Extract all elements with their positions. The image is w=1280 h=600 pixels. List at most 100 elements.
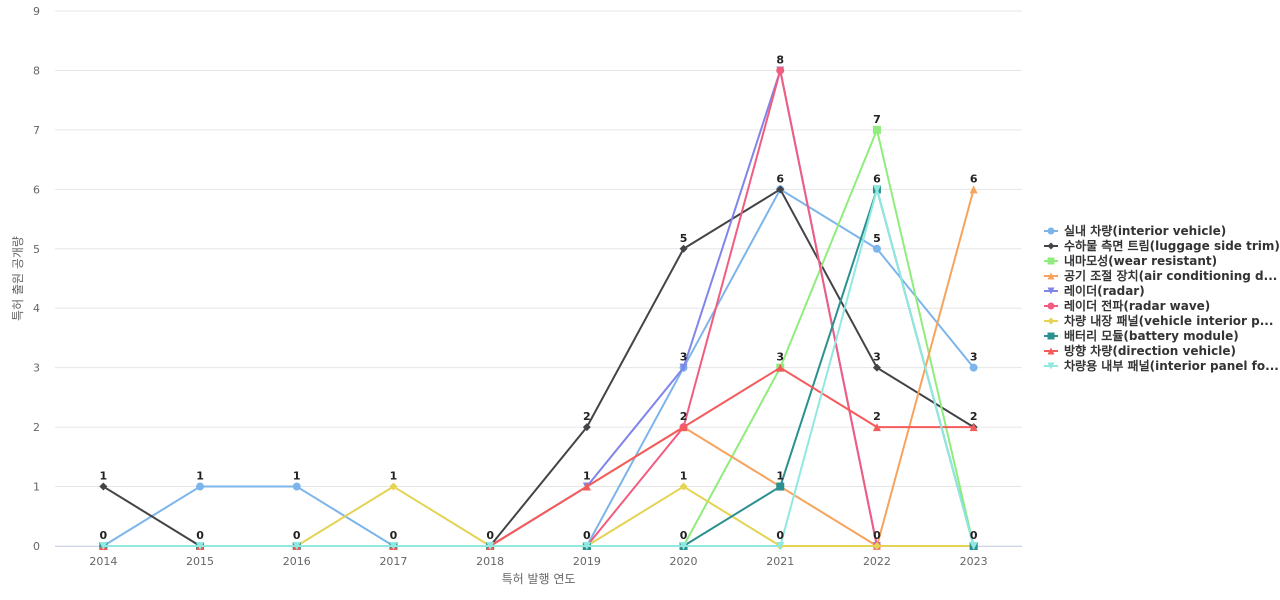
data-label: 1 [583, 470, 591, 483]
data-point[interactable] [679, 244, 688, 253]
data-point[interactable] [969, 363, 978, 372]
legend: 실내 차량(interior vehicle)수하물 측면 트림(luggage… [1044, 223, 1280, 373]
y-tick-label: 6 [33, 183, 40, 196]
series-layer [99, 66, 978, 550]
legend-label: 배터리 모듈(battery module) [1064, 328, 1239, 343]
legend-item[interactable]: 차량용 내부 패널(interior panel fo... [1044, 358, 1279, 373]
data-label: 0 [776, 529, 784, 542]
data-point[interactable] [196, 482, 205, 491]
x-tick-label: 2019 [573, 555, 601, 568]
legend-item[interactable]: 레이더 전파(radar wave) [1044, 298, 1210, 313]
legend-label: 차량용 내부 패널(interior panel fo... [1064, 358, 1279, 373]
legend-item[interactable]: 실내 차량(interior vehicle) [1044, 223, 1226, 238]
data-label: 0 [293, 529, 301, 542]
y-tick-label: 4 [33, 302, 40, 315]
legend-item[interactable]: 공기 조절 장치(air conditioning d... [1044, 268, 1277, 283]
legend-marker[interactable] [1047, 362, 1055, 370]
data-label: 6 [776, 172, 784, 185]
data-point[interactable] [969, 185, 978, 194]
legend-marker[interactable] [1047, 227, 1055, 235]
data-label: 0 [100, 529, 108, 542]
x-tick-label: 2023 [960, 555, 988, 568]
legend-item[interactable]: 레이더(radar) [1044, 283, 1145, 298]
y-tick-label: 3 [33, 362, 40, 375]
data-label: 7 [873, 113, 881, 126]
data-point[interactable] [872, 423, 881, 432]
data-point[interactable] [99, 542, 108, 550]
data-label: 0 [390, 529, 398, 542]
legend-label: 방향 차량(direction vehicle) [1064, 343, 1236, 358]
data-label: 0 [196, 529, 204, 542]
series-10 [99, 185, 978, 550]
legend-label: 레이더 전파(radar wave) [1064, 298, 1210, 313]
data-point[interactable] [292, 542, 301, 550]
data-label: 2 [583, 410, 591, 423]
data-label: 5 [680, 232, 688, 245]
data-point[interactable] [872, 125, 881, 134]
legend-marker[interactable] [1047, 242, 1055, 250]
data-point[interactable] [969, 423, 978, 432]
data-point[interactable] [389, 542, 398, 550]
data-point[interactable] [679, 423, 688, 432]
legend-item[interactable]: 배터리 모듈(battery module) [1044, 328, 1239, 343]
data-point[interactable] [486, 542, 495, 550]
y-tick-label: 1 [33, 481, 40, 494]
data-point[interactable] [99, 482, 108, 491]
series-line [102, 366, 975, 547]
data-label: 3 [970, 351, 978, 364]
data-label: 0 [583, 529, 591, 542]
data-label: 1 [293, 470, 301, 483]
data-point[interactable] [389, 482, 398, 491]
data-point[interactable] [679, 482, 688, 491]
y-tick-label: 5 [33, 243, 40, 256]
data-label: 8 [776, 53, 784, 66]
legend-label: 수하물 측면 트림(luggage side trim) [1064, 238, 1280, 253]
legend-marker[interactable] [1047, 317, 1055, 325]
data-point[interactable] [582, 482, 591, 491]
data-label: 5 [873, 232, 881, 245]
data-point[interactable] [872, 542, 881, 550]
legend-marker[interactable] [1047, 287, 1055, 295]
data-point[interactable] [679, 542, 688, 550]
legend-marker[interactable] [1047, 302, 1055, 310]
data-label: 1 [776, 470, 784, 483]
legend-marker[interactable] [1047, 272, 1055, 280]
legend-label: 차량 내장 패널(vehicle interior p... [1064, 313, 1273, 328]
data-label: 1 [390, 470, 398, 483]
legend-marker[interactable] [1047, 257, 1055, 265]
data-point[interactable] [776, 66, 785, 75]
legend-item[interactable]: 차량 내장 패널(vehicle interior p... [1044, 313, 1273, 328]
data-label: 0 [680, 529, 688, 542]
data-point[interactable] [679, 363, 688, 372]
data-point[interactable] [776, 363, 785, 372]
series-line [102, 188, 975, 547]
data-label: 3 [873, 351, 881, 364]
y-tick-label: 0 [33, 540, 40, 553]
data-point[interactable] [582, 542, 591, 550]
data-point[interactable] [292, 482, 301, 491]
data-point[interactable] [969, 542, 978, 550]
y-tick-label: 7 [33, 124, 40, 137]
legend-item[interactable]: 방향 차량(direction vehicle) [1044, 343, 1236, 358]
x-tick-label: 2015 [186, 555, 214, 568]
data-label: 0 [486, 529, 494, 542]
data-point[interactable] [776, 542, 785, 550]
data-point[interactable] [196, 542, 205, 550]
data-point[interactable] [872, 244, 881, 253]
legend-marker[interactable] [1047, 347, 1055, 355]
legend-item[interactable]: 내마모성(wear resistant) [1044, 253, 1217, 268]
data-point[interactable] [872, 185, 881, 194]
data-point[interactable] [776, 482, 785, 491]
x-tick-label: 2021 [766, 555, 794, 568]
legend-item[interactable]: 수하물 측면 트림(luggage side trim) [1044, 238, 1280, 253]
data-point[interactable] [776, 185, 785, 194]
legend-marker[interactable] [1047, 332, 1055, 340]
x-tick-label: 2018 [476, 555, 504, 568]
data-point[interactable] [582, 423, 591, 432]
data-label: 2 [680, 410, 688, 423]
data-point[interactable] [872, 363, 881, 372]
